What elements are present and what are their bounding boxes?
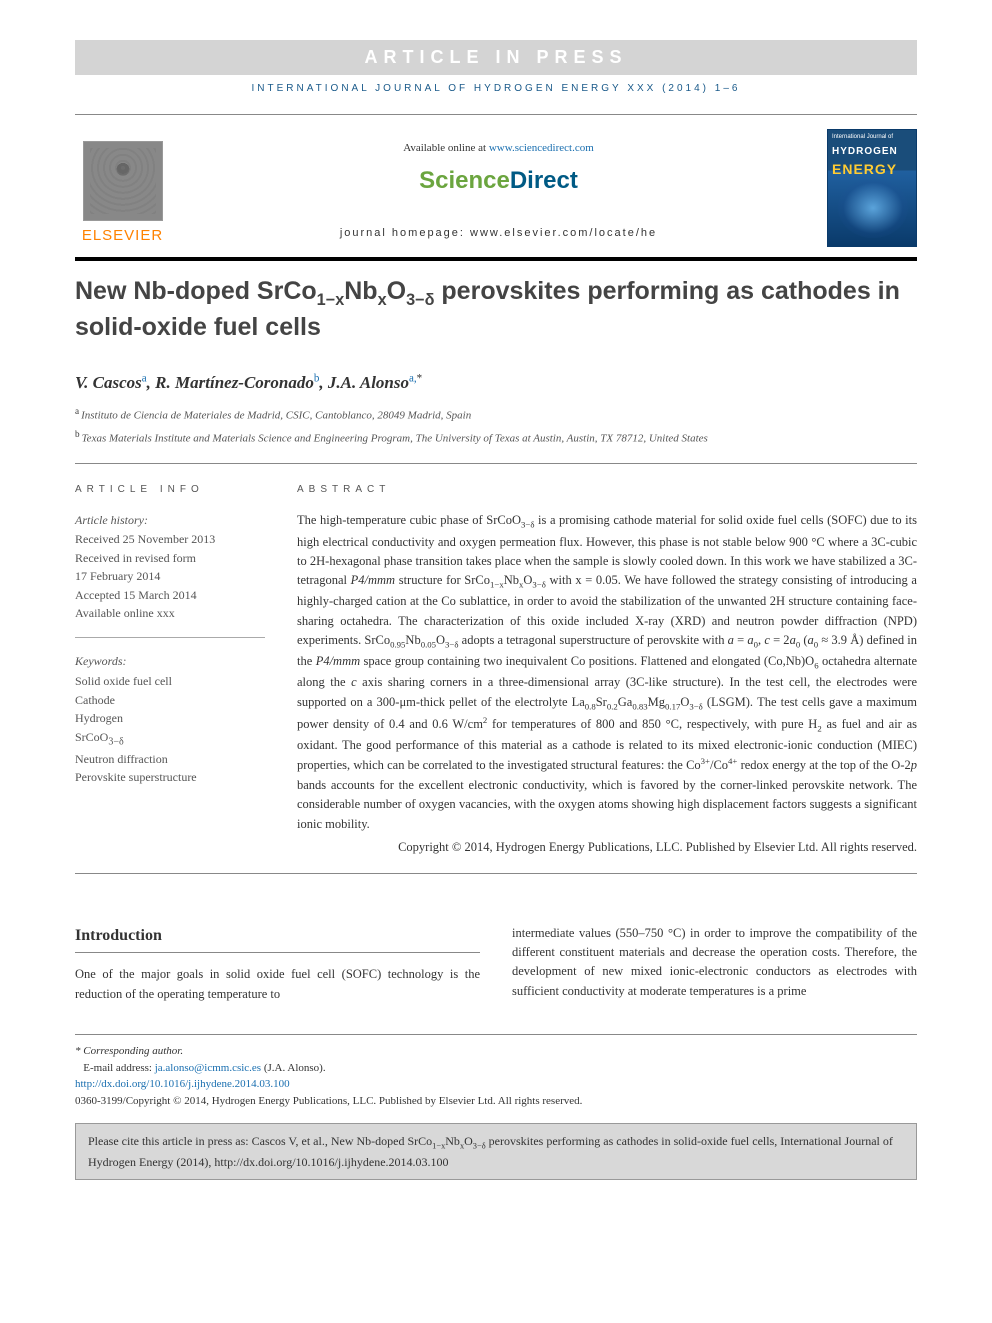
affiliation-b: bTexas Materials Institute and Materials… [75,428,917,447]
intro-left-text: One of the major goals in solid oxide fu… [75,965,480,1004]
cover-energy: ENERGY [828,159,916,180]
history-line: Available online xxx [75,604,265,623]
info-abstract-row: ARTICLE INFO Article history: Received 2… [75,482,917,856]
article-info-label: ARTICLE INFO [75,482,265,497]
article-history: Article history: Received 25 November 20… [75,511,265,623]
cover-top-line: International Journal of [828,130,916,142]
cite-prefix: Please cite this article in press as: Ca… [88,1134,432,1148]
history-line: 17 February 2014 [75,567,265,586]
intro-left-column: Introduction One of the major goals in s… [75,924,480,1005]
title-sub2: x [378,291,387,309]
citation-box: Please cite this article in press as: Ca… [75,1123,917,1180]
author-3-corr: * [417,372,423,384]
email-name: (J.A. Alonso). [261,1062,325,1074]
abstract-label: ABSTRACT [297,482,917,497]
article-title: New Nb-doped SrCo1−xNbxO3−δ perovskites … [75,275,917,344]
history-label: Article history: [75,511,265,530]
sd-direct: Direct [510,167,578,194]
keyword: Perovskite superstructure [75,768,265,787]
divider [75,873,917,874]
abstract-body: The high-temperature cubic phase of SrCo… [297,511,917,833]
journal-homepage: journal homepage: www.elsevier.com/locat… [188,225,809,242]
keyword: Hydrogen [75,709,265,728]
keyword: Solid oxide fuel cell [75,672,265,691]
affiliation-a: aInstituto de Ciencia de Materiales de M… [75,405,917,424]
article-in-press-banner: ARTICLE IN PRESS [75,40,917,75]
header-center: Available online at www.sciencedirect.co… [188,140,809,247]
cite-m2: O [464,1134,473,1148]
cover-swirl-icon [838,178,908,238]
sciencedirect-link[interactable]: www.sciencedirect.com [489,142,594,154]
title-block: New Nb-doped SrCo1−xNbxO3−δ perovskites … [75,275,917,447]
journal-cover-image: International Journal of HYDROGEN ENERGY [827,129,917,247]
keyword: Cathode [75,691,265,710]
intro-right-text: intermediate values (550–750 °C) in orde… [512,924,917,1002]
cite-m1: Nb [445,1134,460,1148]
sd-science: Science [419,167,510,194]
author-2-aff: b [314,372,320,384]
keyword: Neutron diffraction [75,750,265,769]
issn-copyright: 0360-3199/Copyright © 2014, Hydrogen Ene… [75,1093,917,1110]
publisher-header: ELSEVIER Available online at www.science… [75,114,917,261]
aff-b-text: Texas Materials Institute and Materials … [82,433,708,445]
email-link[interactable]: ja.alonso@icmm.csic.es [155,1062,261,1074]
cite-s3: 3−δ [473,1142,486,1151]
author-2: R. Martínez-Coronado [155,373,314,392]
divider [75,637,265,638]
author-1-aff: a [142,372,147,384]
abstract-column: ABSTRACT The high-temperature cubic phas… [297,482,917,856]
available-online-line: Available online at www.sciencedirect.co… [188,140,809,157]
sciencedirect-logo: ScienceDirect [188,163,809,199]
email-line: E-mail address: ja.alonso@icmm.csic.es (… [75,1060,917,1077]
authors-line: V. Cascosa, R. Martínez-Coronadob, J.A. … [75,370,917,396]
introduction-section: Introduction One of the major goals in s… [75,924,917,1005]
abstract-copyright: Copyright © 2014, Hydrogen Energy Public… [297,838,917,857]
author-3: J.A. Alonso [328,373,409,392]
author-3-aff: a, [409,372,417,384]
introduction-heading: Introduction [75,924,480,954]
cover-hydrogen: HYDROGEN [828,142,916,159]
aff-a-text: Instituto de Ciencia de Materiales de Ma… [81,410,471,422]
history-line: Accepted 15 March 2014 [75,586,265,605]
cite-s1: 1−x [432,1142,445,1151]
history-line: Received in revised form [75,549,265,568]
elsevier-text: ELSEVIER [75,225,170,248]
article-info-column: ARTICLE INFO Article history: Received 2… [75,482,265,856]
title-p3: Nb [344,277,377,305]
keywords-label: Keywords: [75,652,265,670]
history-line: Received 25 November 2013 [75,530,265,549]
title-sub3: 3−δ [406,291,434,309]
doi-link[interactable]: http://dx.doi.org/10.1016/j.ijhydene.201… [75,1078,290,1090]
footer-block: * Corresponding author. E-mail address: … [75,1034,917,1109]
title-sub1: 1−x [317,291,345,309]
intro-right-column: intermediate values (550–750 °C) in orde… [512,924,917,1005]
elsevier-tree-icon [83,141,163,221]
divider [75,463,917,464]
author-1: V. Cascos [75,373,142,392]
corresponding-author: * Corresponding author. [75,1043,917,1060]
title-p5: O [387,277,406,305]
keyword: SrCoO3−δ [75,728,265,750]
elsevier-logo: ELSEVIER [75,141,170,248]
available-prefix: Available online at [403,142,489,154]
journal-reference: INTERNATIONAL JOURNAL OF HYDROGEN ENERGY… [75,81,917,96]
email-label: E-mail address: [83,1062,154,1074]
title-p1: New Nb-doped SrCo [75,277,317,305]
